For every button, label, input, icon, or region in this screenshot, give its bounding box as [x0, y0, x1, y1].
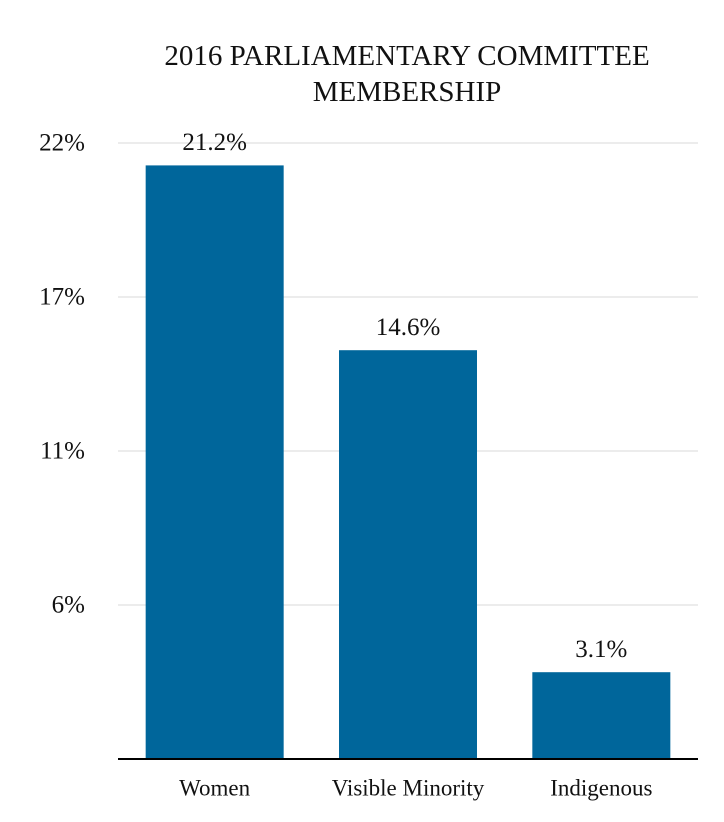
y-tick-label: 11%: [40, 438, 85, 465]
x-tick-label: Women: [179, 775, 250, 800]
value-label: 21.2%: [182, 129, 247, 156]
chart-title: 2016 PARLIAMENTARY COMMITTEE MEMBERSHIP: [164, 40, 650, 108]
value-label: 3.1%: [575, 636, 627, 663]
bar: [339, 350, 477, 759]
y-tick-label: 17%: [39, 284, 85, 311]
bar: [532, 672, 671, 759]
value-label: 14.6%: [376, 314, 441, 341]
y-tick-label: 22%: [39, 130, 85, 157]
x-tick-label: Visible Minority: [332, 775, 485, 800]
x-tick-label: Indigenous: [550, 775, 652, 800]
bar: [145, 165, 284, 759]
y-tick-label: 6%: [52, 592, 85, 619]
